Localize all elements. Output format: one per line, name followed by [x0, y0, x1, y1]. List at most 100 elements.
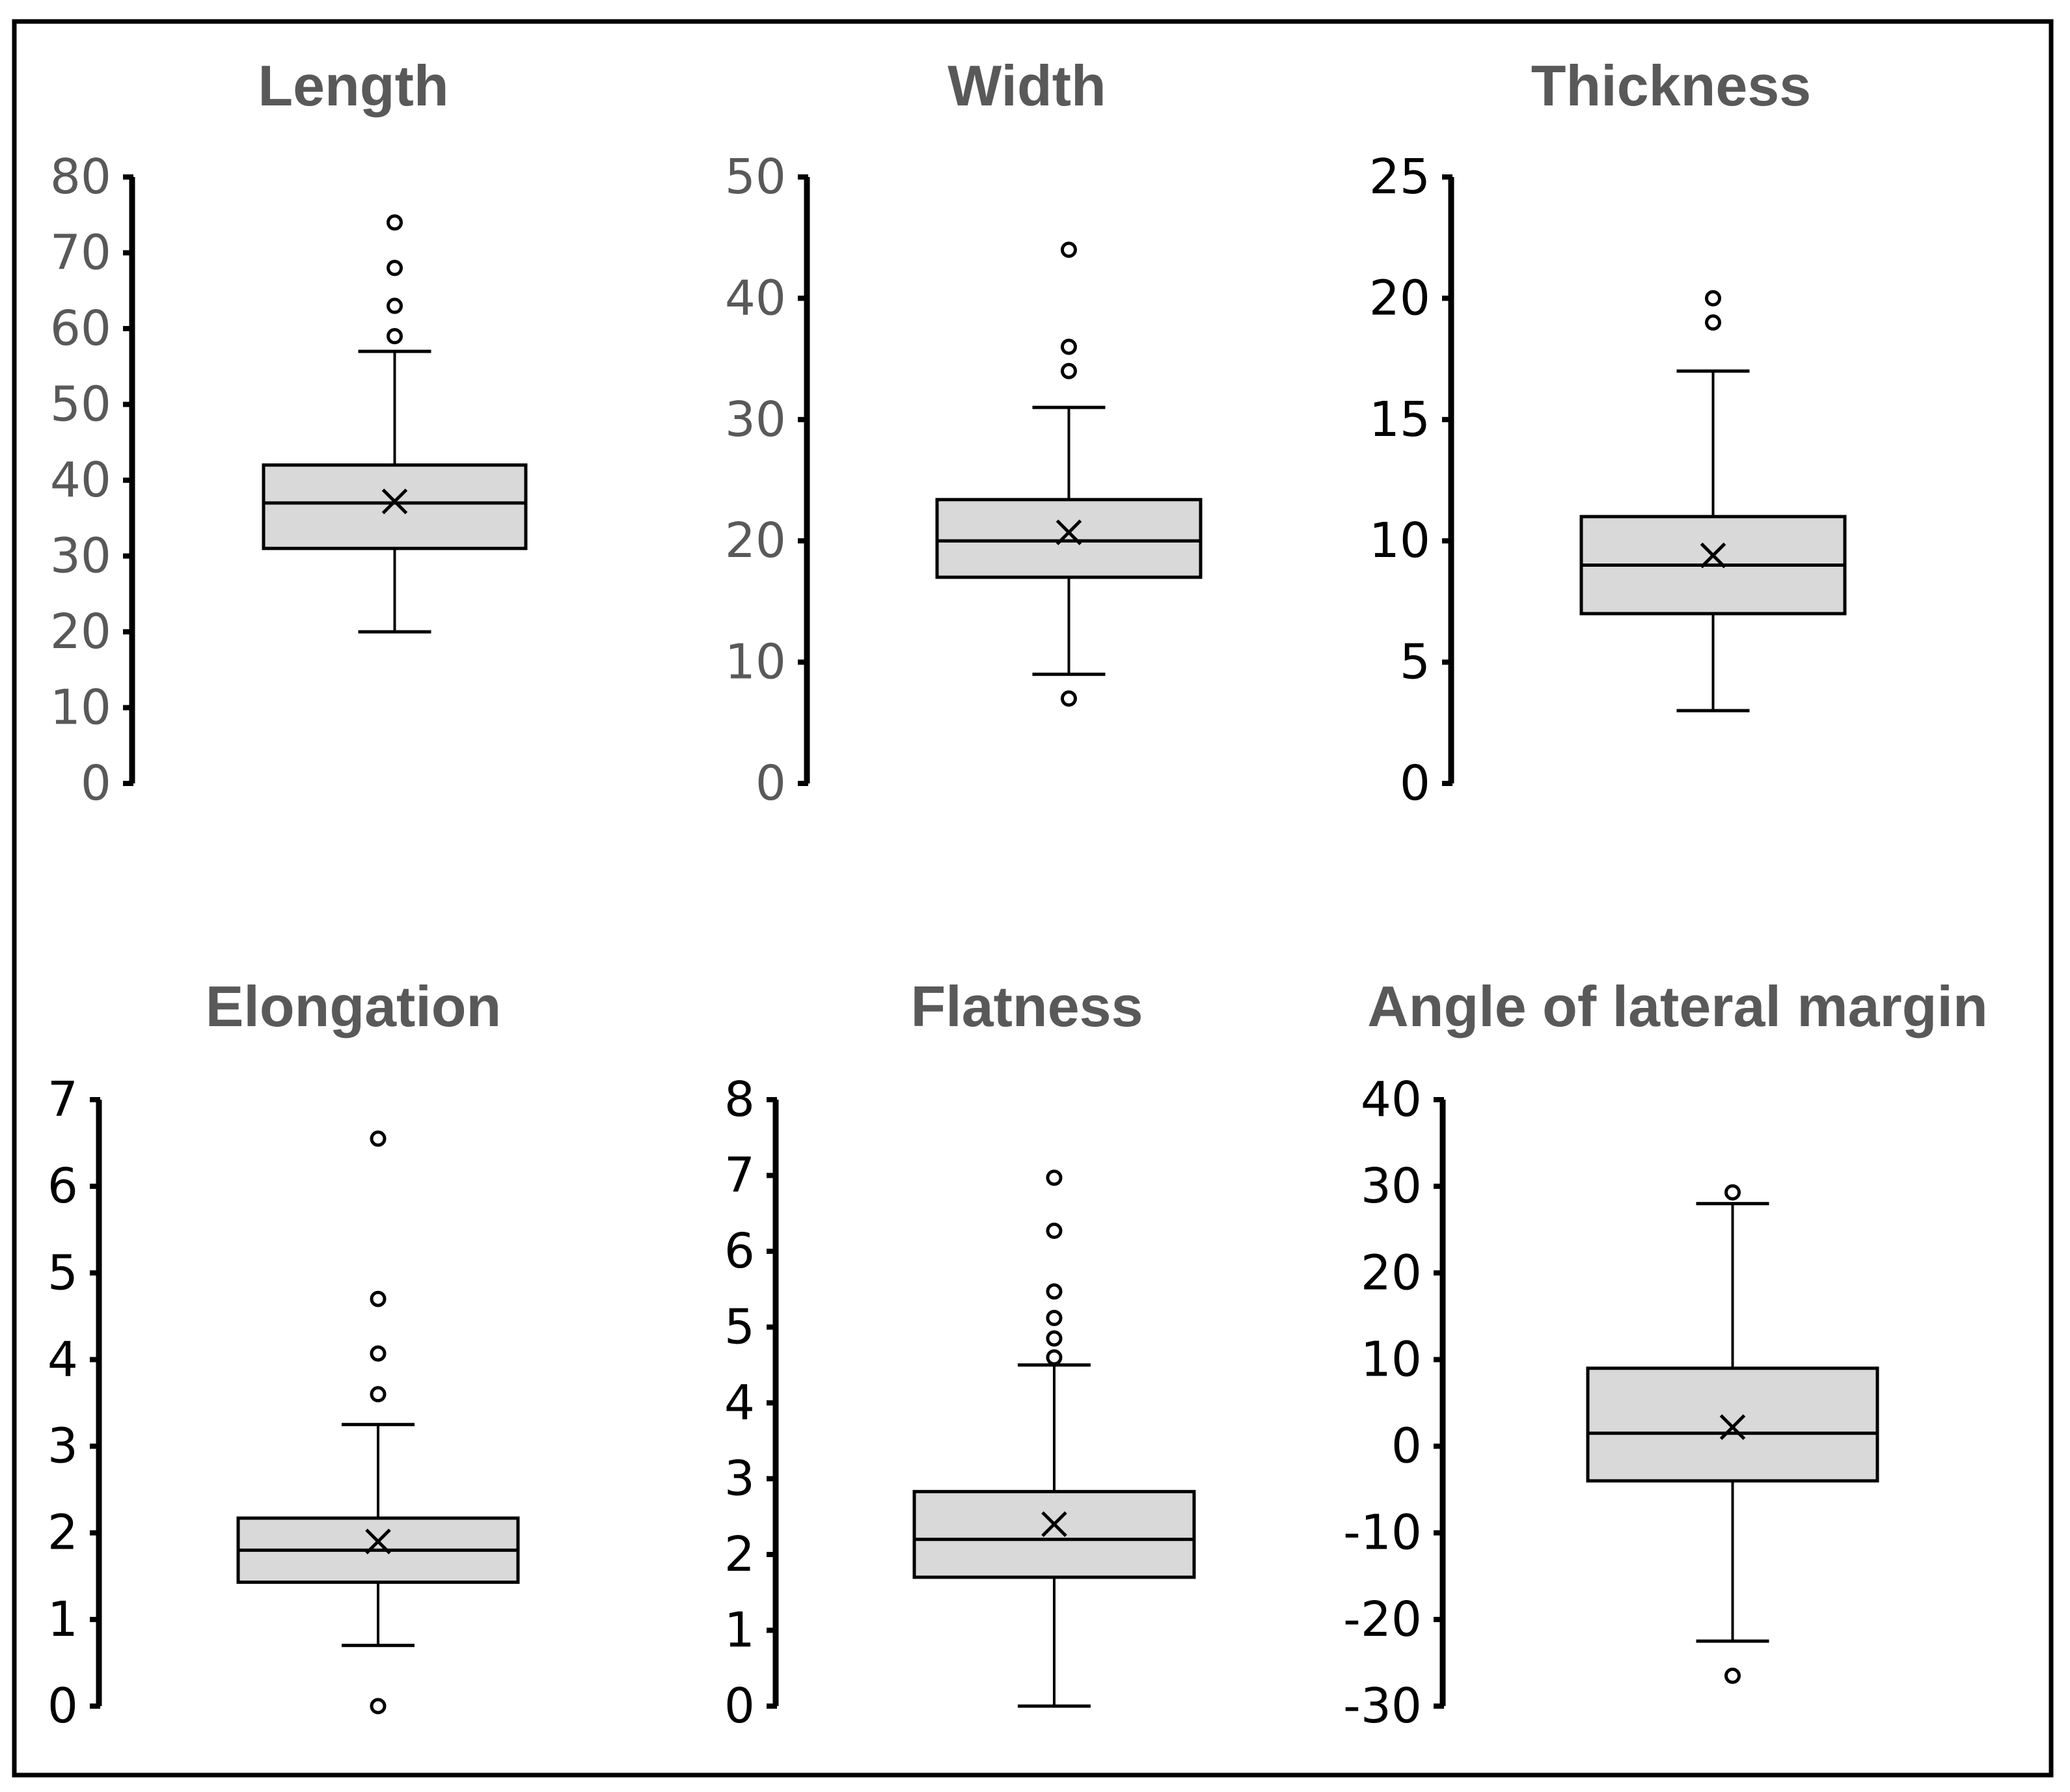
y-tick-label: 6 — [48, 1158, 78, 1214]
panel-flatness: Flatness 0 1 2 3 4 5 6 7 8 — [724, 974, 1196, 1734]
y-tick-label: 20 — [1369, 270, 1430, 326]
figure-frame — [12, 19, 2054, 1778]
y-tick-label: -20 — [1343, 1592, 1422, 1648]
outlier-point — [1724, 1184, 1741, 1201]
y-tick-label: -30 — [1343, 1678, 1422, 1734]
panel-elongation: Elongation 0 1 2 3 4 5 6 7 — [48, 974, 520, 1734]
y-tick-label: 2 — [724, 1527, 755, 1582]
outlier-point — [370, 1290, 387, 1307]
panel-title: Flatness — [910, 974, 1143, 1039]
outlier-point — [387, 214, 403, 231]
y-axis: 0 1 2 3 4 5 6 7 8 — [724, 1072, 779, 1734]
outlier-point — [1046, 1349, 1063, 1366]
outlier-point — [370, 1698, 387, 1715]
y-tick-label: 4 — [724, 1375, 755, 1431]
y-tick-label: 50 — [50, 377, 111, 433]
outlier-point — [1724, 1667, 1741, 1684]
y-tick-label: 20 — [1361, 1245, 1422, 1301]
y-tick-label: 30 — [1361, 1158, 1422, 1214]
outlier-point — [370, 1386, 387, 1403]
box-plot — [262, 214, 528, 634]
outlier-point — [1046, 1223, 1063, 1240]
iqr-box — [912, 1489, 1196, 1579]
outlier-point — [370, 1130, 387, 1147]
y-tick-label: 2 — [48, 1505, 78, 1561]
box-plot — [912, 1169, 1196, 1708]
outlier-point — [387, 297, 403, 314]
y-tick-label: 0 — [1400, 755, 1430, 811]
y-tick-label: 0 — [1391, 1419, 1422, 1474]
y-tick-label: 8 — [724, 1072, 755, 1128]
y-tick-label: 3 — [724, 1451, 755, 1507]
outlier-point — [387, 260, 403, 277]
iqr-box — [935, 498, 1203, 579]
y-tick-label: 40 — [50, 452, 111, 508]
y-tick-label: 5 — [724, 1299, 755, 1355]
outlier-point — [1061, 338, 1077, 355]
y-tick-label: 15 — [1369, 392, 1430, 448]
y-tick-label: 80 — [50, 149, 111, 205]
y-tick-label: 30 — [50, 528, 111, 584]
panel-length: Length 0 10 20 30 40 50 60 70 80 — [50, 53, 528, 811]
panel-thickness: Thickness 0 5 10 15 20 25 — [1369, 53, 1847, 811]
panel-title: Width — [947, 53, 1106, 118]
mean-marker — [1055, 519, 1082, 545]
outlier-point — [1046, 1310, 1063, 1327]
outlier-point — [387, 328, 403, 345]
y-tick-label: 10 — [1369, 513, 1430, 569]
y-tick-label: 4 — [48, 1331, 78, 1387]
outlier-point — [1046, 1169, 1063, 1186]
y-tick-label: 30 — [725, 392, 786, 448]
y-tick-label: 20 — [50, 604, 111, 660]
panel-title: Elongation — [206, 974, 502, 1039]
y-axis: 0 5 10 15 20 25 — [1369, 149, 1454, 811]
y-tick-label: 20 — [725, 513, 786, 569]
box-plot — [935, 241, 1203, 707]
y-tick-label: 10 — [50, 680, 111, 736]
outlier-point — [370, 1345, 387, 1362]
y-tick-label: 5 — [48, 1245, 78, 1301]
y-tick-label: 1 — [724, 1603, 755, 1659]
mean-marker-stroke — [1041, 1511, 1067, 1538]
panel-title: Thickness — [1531, 53, 1811, 118]
box-plot — [236, 1130, 520, 1715]
iqr-box — [1586, 1366, 1879, 1483]
mean-marker-stroke — [1700, 542, 1726, 569]
outlier-point — [1705, 290, 1721, 306]
panel-width: Width 0 10 20 30 40 50 — [725, 53, 1203, 811]
y-tick-label: 40 — [1361, 1072, 1422, 1128]
y-tick-label: -10 — [1343, 1505, 1422, 1561]
mean-marker — [1700, 542, 1726, 569]
mean-marker — [365, 1528, 391, 1554]
y-tick-label: 60 — [50, 301, 111, 357]
y-tick-label: 6 — [724, 1223, 755, 1279]
y-tick-label: 0 — [756, 755, 786, 811]
y-tick-label: 7 — [48, 1072, 78, 1128]
outlier-point — [1705, 314, 1721, 331]
y-axis: 0 1 2 3 4 5 6 7 — [48, 1072, 102, 1734]
y-axis: -30 -20 -10 0 10 20 30 40 — [1343, 1072, 1446, 1734]
mean-marker — [381, 488, 408, 515]
mean-marker-stroke — [1719, 1414, 1746, 1441]
y-tick-label: 50 — [725, 149, 786, 205]
y-tick-label: 0 — [48, 1678, 78, 1734]
mean-marker-stroke — [381, 488, 408, 515]
y-axis: 0 10 20 30 40 50 — [725, 149, 810, 811]
panel-angle-of-lateral-margin: Angle of lateral margin -30 -20 -10 0 10 20 30… — [1343, 974, 1988, 1734]
mean-marker-stroke — [1055, 519, 1082, 545]
y-tick-label: 10 — [1361, 1331, 1422, 1387]
y-tick-label: 10 — [725, 634, 786, 690]
y-tick-label: 0 — [81, 755, 111, 811]
outlier-point — [1046, 1283, 1063, 1300]
y-tick-label: 40 — [725, 270, 786, 326]
outlier-point — [1046, 1330, 1063, 1347]
y-tick-label: 1 — [48, 1592, 78, 1648]
outlier-point — [1061, 362, 1077, 379]
y-tick-label: 70 — [50, 225, 111, 281]
iqr-box — [262, 463, 528, 550]
mean-marker — [1041, 1511, 1067, 1538]
y-tick-label: 7 — [724, 1148, 755, 1204]
outlier-point — [1061, 690, 1077, 707]
box-plot — [1586, 1184, 1879, 1684]
panel-title: Angle of lateral margin — [1367, 974, 1988, 1039]
